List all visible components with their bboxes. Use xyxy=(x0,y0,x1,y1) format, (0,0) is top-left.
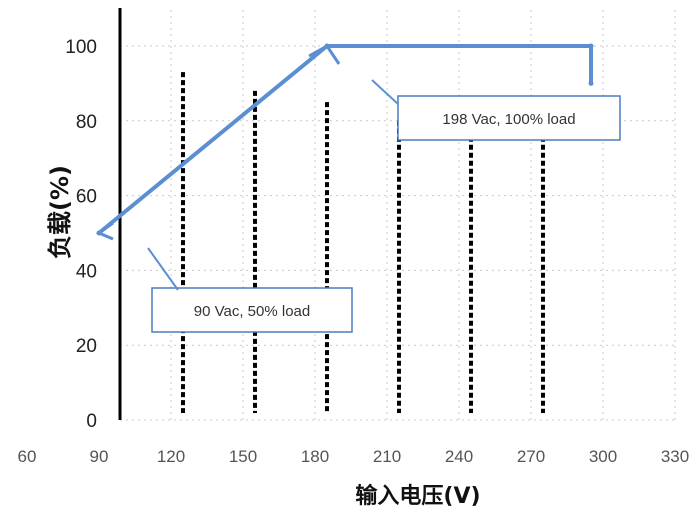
y-axis-title: 负载(%) xyxy=(46,165,74,259)
x-tick-label: 300 xyxy=(589,447,617,466)
annotations: 198 Vac, 100% load 90 Vac, 50% load xyxy=(147,79,621,333)
y-tick-label: 40 xyxy=(76,261,97,282)
x-tick-labels: 60 90 120 150 180 210 240 270 300 330 xyxy=(18,447,690,466)
y-tick-label: 60 xyxy=(76,187,97,208)
x-tick-label: 60 xyxy=(18,447,37,466)
x-tick-label: 270 xyxy=(517,447,545,466)
annotation-text: 198 Vac, 100% load xyxy=(442,111,575,128)
annotation-text: 90 Vac, 50% load xyxy=(194,303,310,320)
arrow-head xyxy=(308,44,341,65)
y-tick-labels: 0 20 40 60 80 100 xyxy=(65,37,97,432)
arrow-head xyxy=(95,221,114,241)
annotation-100-load: 198 Vac, 100% load xyxy=(371,79,621,141)
y-tick-label: 100 xyxy=(65,37,97,58)
annotation-leader xyxy=(147,247,179,291)
vertical-bars xyxy=(181,72,545,413)
annotation-50-load: 90 Vac, 50% load xyxy=(147,247,353,333)
annotation-box xyxy=(397,95,621,141)
series-point xyxy=(588,80,594,86)
annotation-box xyxy=(151,287,353,333)
series-layer xyxy=(95,43,594,241)
series-point xyxy=(588,43,594,49)
x-tick-label: 330 xyxy=(661,447,689,466)
y-tick-label: 0 xyxy=(86,411,97,432)
series-line xyxy=(97,44,593,235)
x-tick-label: 210 xyxy=(373,447,401,466)
x-tick-label: 240 xyxy=(445,447,473,466)
x-tick-label: 90 xyxy=(90,447,109,466)
x-tick-label: 150 xyxy=(229,447,257,466)
annotation-leader xyxy=(371,79,399,105)
x-tick-label: 180 xyxy=(301,447,329,466)
y-tick-label: 20 xyxy=(76,336,97,357)
y-tick-label: 80 xyxy=(76,112,97,133)
x-axis-title: 输入电压(V) xyxy=(355,483,480,509)
x-tick-label: 120 xyxy=(157,447,185,466)
